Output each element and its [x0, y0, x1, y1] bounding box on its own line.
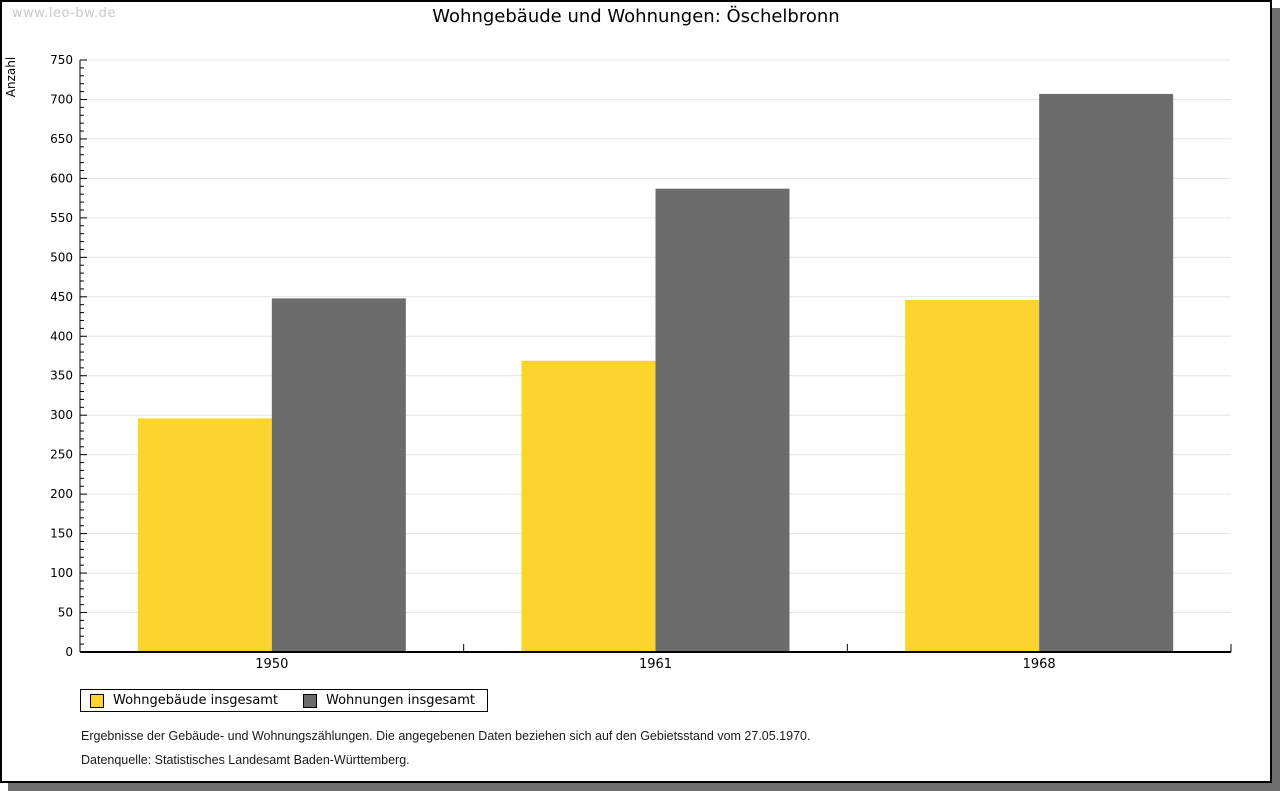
bar-segment — [271, 298, 406, 652]
legend-swatch-wohngebaeude — [90, 693, 104, 708]
y-tick-label: 750 — [50, 53, 73, 67]
y-tick-label: 450 — [50, 290, 73, 304]
y-tick-label: 600 — [50, 171, 73, 185]
y-tick-label: 650 — [50, 132, 73, 146]
bar-segment — [521, 360, 656, 652]
y-tick-label: 550 — [50, 211, 73, 225]
bar-chart: 1950 1961 1968 0 50 100 150 200 250 300 350 400 450 5… — [50, 53, 1232, 672]
y-tick-label: 500 — [50, 250, 73, 264]
y-tick-label: 300 — [50, 408, 73, 422]
x-tick-label: 1968 — [1023, 657, 1056, 672]
y-tick-label: 50 — [58, 606, 73, 620]
x-tick-label: 1961 — [639, 657, 672, 672]
y-tick-label: 400 — [50, 329, 73, 343]
footnote-datenquelle: Datenquelle: Statistisches Landesamt Bad… — [81, 753, 410, 767]
bar-segment — [905, 299, 1040, 652]
footnote-gebietsstand: Ergebnisse der Gebäude- und Wohnungszähl… — [81, 729, 811, 743]
y-tick-label: 250 — [50, 448, 73, 462]
bar-segment — [655, 188, 790, 653]
y-tick-label: 200 — [50, 487, 73, 501]
bar-segment — [1039, 93, 1174, 652]
legend: Wohngebäude insgesamt Wohnungen insgesam… — [80, 689, 488, 712]
x-tick-label: 1950 — [255, 657, 288, 672]
y-tick-label: 350 — [50, 369, 73, 383]
chart-title: Wohngebäude und Wohnungen: Öschelbronn — [432, 6, 840, 27]
watermark: www.leo-bw.de — [12, 6, 116, 21]
legend-label-wohnungen: Wohnungen insgesamt — [326, 693, 475, 708]
y-tick-label: 700 — [50, 92, 73, 106]
bar-segment — [137, 418, 272, 652]
y-tick-label: 0 — [65, 645, 73, 659]
legend-item-wohnungen: Wohnungen insgesamt — [303, 693, 475, 708]
legend-item-wohngebaeude: Wohngebäude insgesamt — [90, 693, 278, 708]
legend-label-wohngebaeude: Wohngebäude insgesamt — [113, 693, 278, 708]
legend-swatch-wohnungen — [303, 693, 317, 708]
y-tick-label: 150 — [50, 527, 73, 541]
y-tick-label: 100 — [50, 566, 73, 580]
